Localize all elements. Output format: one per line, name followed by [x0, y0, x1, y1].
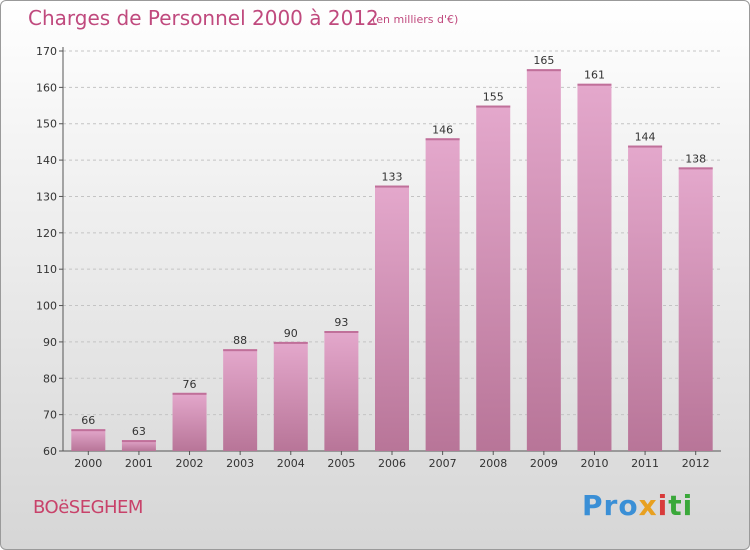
y-tick-label: 90 — [43, 336, 57, 349]
bar-top-edge — [425, 138, 460, 141]
bar — [375, 185, 409, 451]
bar-top-edge — [628, 145, 663, 148]
proxiti-logo[interactable]: Proxiti — [582, 489, 693, 522]
bar — [324, 331, 359, 451]
y-tick-label: 100 — [36, 300, 57, 313]
value-label: 63 — [132, 425, 146, 438]
value-label: 93 — [334, 316, 348, 329]
bar-top-edge — [172, 392, 207, 395]
value-label: 138 — [685, 152, 706, 165]
x-tick-label: 2007 — [429, 457, 457, 470]
bar — [628, 145, 663, 451]
x-tick-label: 2009 — [530, 457, 558, 470]
bar-top-edge — [71, 429, 106, 432]
x-tick-label: 2001 — [125, 457, 153, 470]
bar — [526, 69, 561, 451]
labels: 66 2000 63 2001 76 2002 88 2003 90 2004 93 2005 133 2… — [74, 54, 709, 470]
bar-top-edge — [121, 440, 156, 443]
y-tick-label: 150 — [36, 118, 57, 131]
x-tick-label: 2005 — [327, 457, 355, 470]
bar-top-edge — [375, 185, 409, 188]
y-tick-label: 170 — [36, 45, 57, 58]
bar-top-edge — [324, 331, 359, 333]
logo-part-3: i — [657, 489, 669, 522]
value-label: 133 — [382, 171, 403, 184]
bar — [273, 341, 308, 451]
y-tick-label: 140 — [36, 154, 57, 167]
x-tick-label: 2004 — [277, 457, 305, 470]
bar — [223, 349, 258, 451]
bar-top-edge — [223, 349, 258, 352]
chart-title: Charges de Personnel 2000 à 2012 — [28, 6, 379, 30]
y-tick-label: 120 — [36, 227, 57, 240]
value-label: 76 — [183, 378, 197, 391]
x-tick-label: 2000 — [74, 457, 102, 470]
value-label: 165 — [533, 54, 554, 67]
y-tick-label: 80 — [43, 372, 57, 385]
value-label: 90 — [284, 327, 298, 340]
chart-subtitle: (en milliers d'€) — [372, 13, 459, 26]
x-tick-label: 2006 — [378, 457, 406, 470]
bar — [577, 83, 612, 452]
x-tick-label: 2010 — [580, 457, 608, 470]
bar — [71, 429, 106, 451]
value-label: 88 — [233, 334, 247, 347]
value-label: 161 — [584, 69, 605, 82]
bar-top-edge — [526, 69, 561, 72]
x-tick-label: 2003 — [226, 457, 254, 470]
bars — [71, 69, 713, 452]
value-label: 66 — [81, 414, 95, 427]
value-label: 146 — [432, 123, 453, 136]
y-tick-label: 60 — [43, 445, 57, 458]
bar — [678, 167, 713, 451]
y-tick-label: 130 — [36, 190, 57, 203]
logo-part-1: Pro — [582, 489, 639, 522]
x-tick-label: 2002 — [176, 457, 204, 470]
bar-top-edge — [577, 83, 612, 86]
x-tick-label: 2012 — [682, 457, 710, 470]
y-tick-label: 160 — [36, 81, 57, 94]
bar — [121, 440, 156, 451]
logo-part-4: ti — [668, 489, 694, 522]
bar — [425, 138, 460, 452]
bar — [476, 105, 511, 451]
bar-top-edge — [273, 341, 308, 344]
value-label: 155 — [483, 91, 504, 104]
x-tick-label: 2011 — [631, 457, 659, 470]
bar-top-edge — [678, 167, 713, 170]
logo-part-2: x — [638, 489, 658, 522]
bar-top-edge — [476, 105, 511, 108]
city-name: BOëSEGHEM — [33, 497, 143, 518]
y-tick-label: 70 — [43, 409, 57, 422]
x-tick-label: 2008 — [479, 457, 507, 470]
y-tick-label: 110 — [36, 263, 57, 276]
value-label: 144 — [635, 131, 656, 144]
bar — [172, 392, 207, 451]
